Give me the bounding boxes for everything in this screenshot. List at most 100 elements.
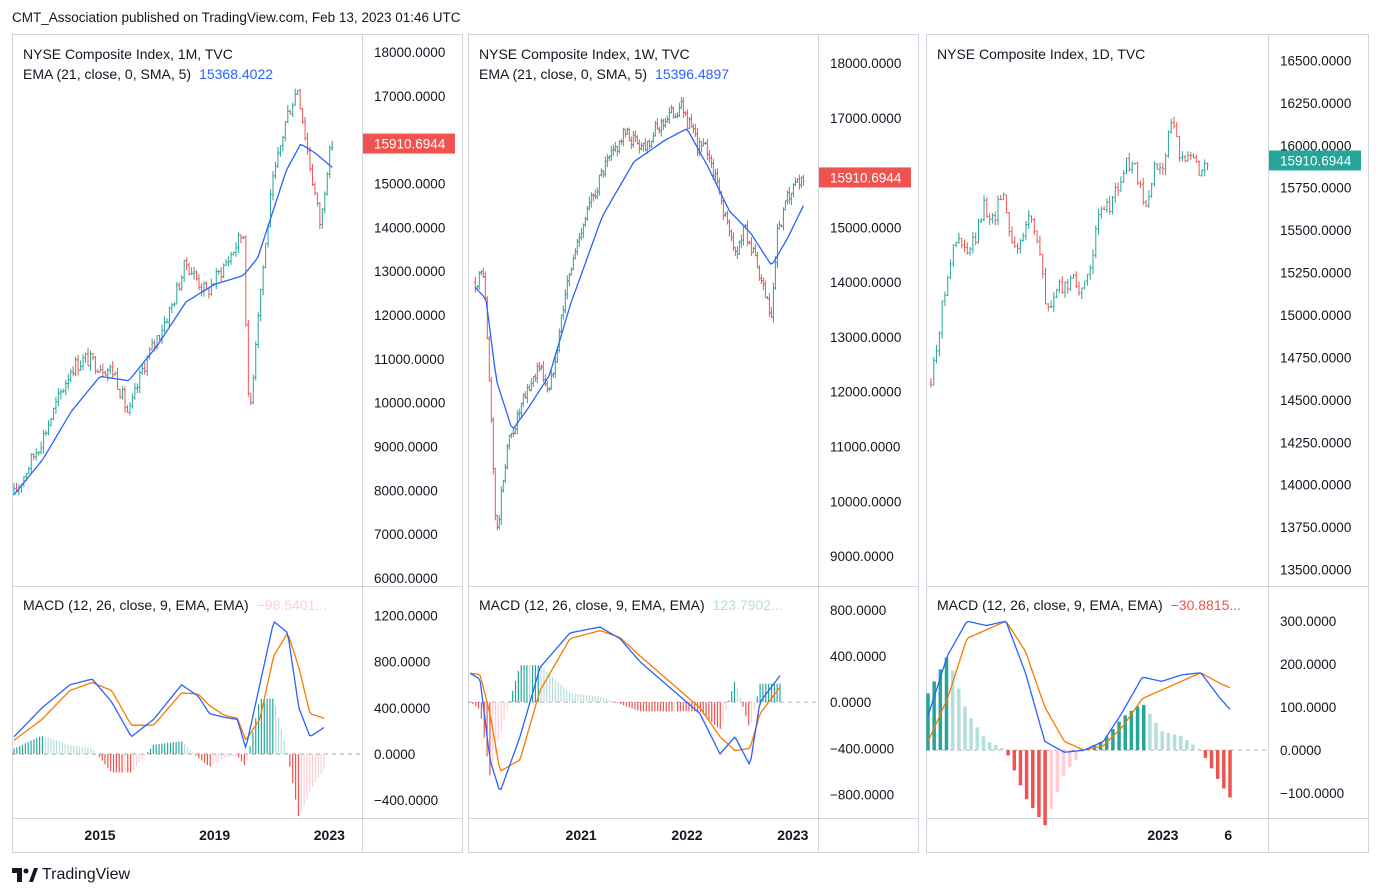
macd-histogram-bar — [637, 702, 639, 711]
macd-histogram-bar — [722, 702, 724, 720]
ema-legend-value: 15368.4022 — [199, 66, 273, 82]
candle — [782, 207, 785, 231]
macd-histogram-bar — [178, 741, 180, 755]
macd-histogram-bar — [138, 754, 140, 763]
candle — [754, 244, 757, 257]
macd-histogram-bar — [1228, 750, 1232, 798]
last-price-badge — [1269, 150, 1361, 171]
price-tick-label: 18000.0000 — [830, 56, 901, 71]
macd-tick-label: 0.0000 — [830, 695, 871, 710]
candle — [1021, 232, 1025, 242]
macd-histogram-bar — [685, 702, 687, 712]
candle — [1077, 281, 1081, 296]
candle — [1102, 205, 1106, 211]
candle — [220, 267, 223, 283]
macd-signal-line — [13, 633, 325, 741]
macd-histogram-bar — [546, 671, 548, 703]
macd-histogram-bar — [543, 668, 545, 703]
candle — [574, 248, 577, 260]
candle — [323, 191, 326, 214]
candle — [730, 229, 733, 242]
tradingview-logo[interactable]: TradingView — [12, 866, 130, 884]
chart-title: NYSE Composite Index, 1M, TVC — [23, 46, 233, 62]
macd-histogram-bar — [147, 752, 149, 755]
macd-histogram-bar — [221, 754, 223, 759]
macd-histogram-bar — [50, 738, 52, 755]
candle — [178, 282, 181, 291]
macd-histogram-bar — [926, 693, 930, 751]
macd-tick-label: −400.0000 — [830, 741, 894, 756]
chart-panel-2: 18000.000017000.000016000.000015000.0000… — [468, 34, 919, 853]
macd-histogram-bar — [249, 746, 251, 755]
candle — [1047, 303, 1050, 312]
candle — [96, 369, 100, 374]
macd-histogram-bar — [1043, 750, 1047, 826]
macd-histogram-bar — [201, 754, 203, 761]
candle — [1192, 153, 1195, 159]
macd-histogram-bar — [475, 702, 477, 707]
chart-panel-3: 16500.0000 16250.0000 16000.0000 15750.0000… — [926, 34, 1369, 853]
macd-histogram-bar — [711, 702, 713, 723]
tradingview-logo-icon — [12, 868, 38, 882]
macd-histogram-bar — [614, 702, 616, 703]
macd-histogram-bar — [631, 702, 633, 709]
candle — [91, 352, 95, 361]
candle — [52, 407, 55, 421]
candle — [800, 176, 803, 188]
macd-histogram-bar — [742, 702, 744, 707]
candle — [670, 104, 673, 114]
macd-histogram-bar — [300, 754, 302, 813]
candle — [163, 315, 166, 333]
macd-histogram-bar — [765, 683, 767, 703]
candle — [1183, 155, 1187, 163]
macd-histogram-bar — [580, 694, 582, 703]
macd-histogram-bar — [486, 702, 488, 757]
macd-histogram-bar — [497, 702, 500, 742]
candle — [954, 241, 958, 248]
macd-histogram-bar — [509, 700, 511, 703]
candle — [949, 259, 952, 279]
candle — [968, 246, 972, 256]
macd-histogram-bar — [688, 702, 690, 712]
macd-histogram-bar — [622, 702, 625, 706]
macd-histogram-bar — [963, 706, 967, 751]
candle — [1172, 116, 1176, 129]
price-tick-label: 16250.0000 — [1280, 96, 1351, 111]
macd-histogram-bar — [309, 754, 311, 792]
candle — [121, 386, 124, 400]
macd-tick-label: 300.0000 — [1280, 614, 1336, 629]
candle — [988, 213, 991, 226]
macd-histogram-bar — [172, 742, 174, 755]
macd-histogram-bar — [232, 754, 234, 757]
macd-histogram-bar — [189, 749, 191, 755]
candle — [79, 360, 82, 371]
tradingview-brand: TradingView — [42, 866, 131, 883]
candle — [618, 140, 621, 154]
macd-histogram-bar — [24, 743, 26, 755]
price-tick-label: 13000.0000 — [374, 264, 445, 279]
macd-histogram-bar — [58, 741, 61, 755]
price-tick-label: 12000.0000 — [830, 385, 901, 400]
macd-histogram-bar — [1055, 750, 1060, 793]
macd-histogram-bar — [255, 718, 257, 755]
candle — [596, 187, 599, 200]
candle — [792, 183, 795, 198]
candle — [316, 192, 319, 207]
macd-histogram-bar — [702, 702, 704, 715]
candle — [490, 376, 493, 423]
time-tick-label: 2019 — [199, 827, 230, 843]
candle — [197, 274, 201, 291]
candle — [798, 174, 801, 190]
macd-histogram-bar — [90, 748, 92, 755]
macd-signal-line — [469, 629, 781, 772]
macd-histogram-bar — [531, 665, 534, 703]
macd-histogram-bar — [175, 741, 177, 755]
candle — [678, 102, 681, 117]
candle — [113, 371, 117, 377]
price-tick-label: 14500.0000 — [1280, 393, 1351, 408]
candle — [500, 486, 503, 525]
macd-histogram-bar — [289, 754, 291, 767]
macd-legend-value: −98.5401... — [257, 597, 327, 613]
macd-histogram-bar — [61, 742, 63, 755]
candle — [530, 378, 533, 392]
